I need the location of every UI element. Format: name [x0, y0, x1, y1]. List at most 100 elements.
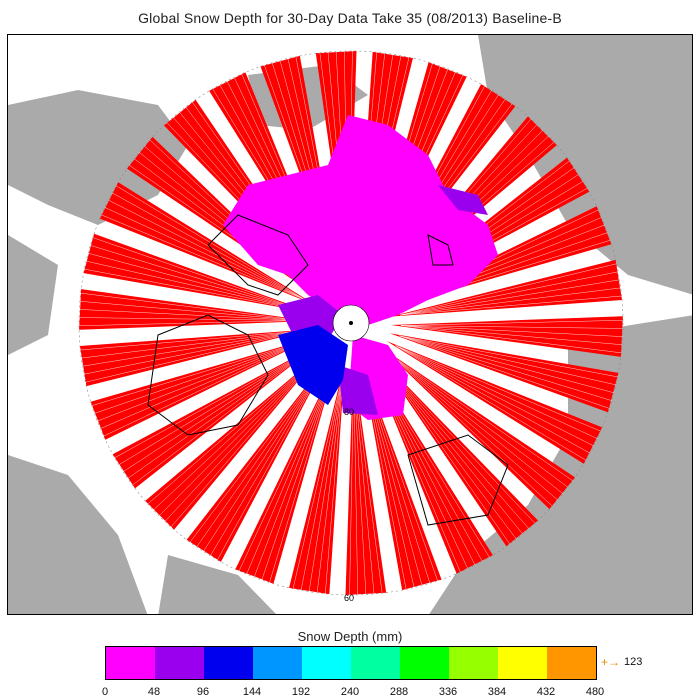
color-scale-tick-label: 192: [291, 686, 311, 698]
color-swatch: [302, 647, 351, 679]
color-swatch: [253, 647, 302, 679]
swath-track-line: [81, 330, 302, 359]
swath-track-line: [261, 369, 334, 581]
swath-track-line: [308, 372, 344, 592]
color-scale-tick-label: 144: [242, 686, 262, 698]
overflow-arrow-icon: +→: [601, 655, 621, 669]
swath-track-line: [400, 325, 623, 345]
swath-track-line: [400, 263, 617, 316]
color-swatch: [155, 647, 204, 679]
swath-track-line: [104, 207, 307, 301]
swath-track-line: [316, 372, 344, 593]
land-north-america-east: [8, 90, 188, 225]
swath-track-line: [85, 330, 302, 383]
swath-track-line: [91, 340, 305, 406]
swath-spoke: [289, 362, 345, 595]
swath-track-line: [118, 350, 310, 465]
polar-region-background: [78, 50, 624, 596]
swath-spoke: [386, 341, 603, 464]
swath-track-line: [269, 369, 334, 583]
swath-track-line: [400, 271, 619, 316]
latitude-label-80: 80: [344, 407, 354, 417]
color-scale-tick-label: 432: [536, 686, 556, 698]
swath-track-line: [399, 335, 616, 386]
coastline-scandinavia: [427, 234, 454, 266]
swath-track-line: [400, 295, 622, 316]
depth-purple-region: [278, 295, 343, 340]
color-swatch: [351, 647, 400, 679]
swath-track-line: [170, 358, 316, 528]
swath-track-line: [300, 372, 344, 591]
swath-track-line: [292, 372, 344, 589]
swath-track-line: [400, 279, 620, 316]
land-masses: [8, 35, 692, 614]
chart-title: Global Snow Depth for 30-Day Data Take 3…: [138, 10, 562, 26]
swath-track-line: [399, 335, 618, 378]
land-asia-east: [429, 315, 692, 614]
land-alaska: [158, 555, 277, 614]
coastlines: [147, 214, 509, 526]
swath-track-line: [395, 345, 586, 461]
depth-purple-lower: [338, 365, 378, 415]
swath-track-line: [196, 364, 325, 548]
coastline-siberia: [407, 434, 509, 526]
swath-track-line: [79, 320, 302, 326]
swath-track-line: [153, 358, 316, 511]
color-swatch: [547, 647, 596, 679]
swath-track-line: [400, 325, 622, 354]
swath-track-line: [253, 369, 334, 578]
swath-track-line: [79, 309, 302, 321]
color-swatch: [204, 647, 253, 679]
swath-track-line: [400, 325, 623, 337]
swath-track-line: [127, 350, 310, 479]
swath-track-line: [164, 358, 316, 522]
pole-marker: [349, 321, 353, 325]
color-swatch: [498, 647, 547, 679]
swath-track-line: [238, 369, 334, 571]
swath-track-line: [389, 354, 568, 488]
swath-track-line: [83, 330, 302, 375]
color-swatch: [449, 647, 498, 679]
latitude-label-60: 60: [344, 593, 354, 603]
swath-track-line: [395, 345, 590, 454]
color-scale-tick-label: 240: [340, 686, 360, 698]
swath-track-line: [82, 330, 302, 367]
swath-spoke: [79, 329, 312, 387]
swath-track-line: [86, 260, 303, 311]
legend-title: Snow Depth (mm): [297, 629, 403, 644]
land-europe-upper: [478, 35, 692, 295]
swath-track-line: [399, 335, 614, 393]
swath-track-line: [123, 350, 310, 472]
swath-track-line: [203, 364, 325, 552]
swath-track-line: [395, 345, 598, 439]
swath-track-line: [217, 364, 325, 561]
swath-spoke: [83, 233, 313, 313]
color-scale-tick-label: 288: [389, 686, 409, 698]
swath-track-line: [101, 214, 307, 301]
swath-track-line: [400, 320, 623, 326]
swath-track-line: [382, 361, 536, 524]
overflow-value: 123: [624, 656, 643, 668]
swath-track-line: [210, 364, 325, 556]
swath-track-line: [90, 245, 303, 311]
swath-track-line: [400, 287, 621, 316]
swath-track-line: [132, 350, 310, 486]
swath-spoke: [345, 362, 387, 595]
swath-track-line: [92, 237, 303, 311]
swath-spoke: [390, 259, 623, 317]
color-scale-tick-label: 0: [101, 686, 109, 698]
color-swatch: [400, 647, 449, 679]
swath-track-line: [114, 350, 310, 458]
color-swatch: [106, 647, 155, 679]
swath-track-line: [79, 317, 302, 321]
swath-track-line: [325, 372, 344, 594]
swath-track-line: [395, 345, 594, 447]
swath-track-line: [382, 361, 530, 529]
swath-track-line: [399, 335, 610, 409]
swath-spoke: [99, 182, 316, 305]
polar-map: 80 60: [7, 34, 693, 615]
swath-track-line: [116, 185, 307, 301]
depth-magenta-region: [223, 115, 498, 325]
swath-track-line: [189, 364, 325, 543]
swath-track-line: [84, 268, 303, 311]
